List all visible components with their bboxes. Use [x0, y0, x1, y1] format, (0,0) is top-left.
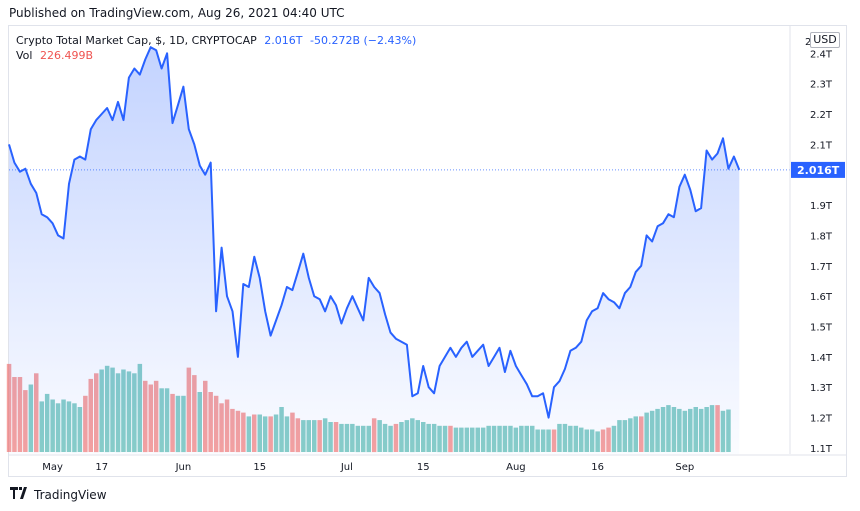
- y-tick-label: 1.3T: [810, 383, 833, 394]
- y-tick-label: 1.4T: [810, 353, 833, 364]
- y-tick-label: 1.8T: [810, 231, 833, 242]
- x-tick-label: Aug: [506, 462, 526, 473]
- chart-legend: Crypto Total Market Cap, $, 1D, CRYPTOCA…: [16, 33, 416, 63]
- x-tick-label: Jul: [340, 462, 353, 473]
- legend-volume-label[interactable]: Vol: [16, 49, 33, 62]
- legend-change: -50.272B (−2.43%): [310, 34, 417, 47]
- x-tick-label: May: [42, 462, 63, 473]
- y-tick-label: 2.1T: [810, 140, 833, 151]
- x-tick-label: 15: [253, 462, 266, 473]
- footer-brand-label: TradingView: [34, 487, 107, 502]
- y-tick-label: 1.9T: [810, 201, 833, 212]
- y-tick-label: 1.7T: [810, 262, 833, 273]
- chart-frame: [8, 25, 847, 477]
- legend-volume-value: 226.499B: [39, 49, 94, 62]
- last-price-tag: [791, 161, 845, 178]
- legend-value: 2.016T: [264, 34, 303, 47]
- x-tick-label: Sep: [675, 462, 694, 473]
- y-tick-label: 2.3T: [810, 80, 833, 91]
- price-line[interactable]: [8, 46, 741, 419]
- published-caption: Published on TradingView.com, Aug 26, 20…: [9, 6, 345, 20]
- legend-volume-row: Vol 226.499B: [16, 48, 416, 63]
- currency-button[interactable]: USD: [810, 32, 840, 48]
- x-tick-label: 16: [591, 462, 604, 473]
- y-tick-label-partial: 2: [805, 37, 811, 48]
- y-tick-label: 2.4T: [810, 49, 833, 60]
- x-tick-label: 15: [417, 462, 430, 473]
- y-tick-label: 1.6T: [810, 292, 833, 303]
- tradingview-logo-icon: [10, 487, 30, 502]
- price-area-fill: [9, 47, 740, 454]
- legend-price-row: Crypto Total Market Cap, $, 1D, CRYPTOCA…: [16, 33, 416, 48]
- x-tick-label: Jun: [175, 462, 192, 473]
- y-tick-label: 1.5T: [810, 323, 833, 334]
- x-tick-label: 17: [95, 462, 108, 473]
- legend-symbol[interactable]: Crypto Total Market Cap, $, 1D, CRYPTOCA…: [16, 34, 257, 47]
- footer-brand[interactable]: TradingView: [10, 487, 107, 502]
- last-price-tag-label: 2.016T: [797, 164, 840, 177]
- y-tick-label: 2.2T: [810, 110, 833, 121]
- y-tick-label: 1.2T: [810, 414, 833, 425]
- y-tick-label: 1.1T: [810, 444, 833, 455]
